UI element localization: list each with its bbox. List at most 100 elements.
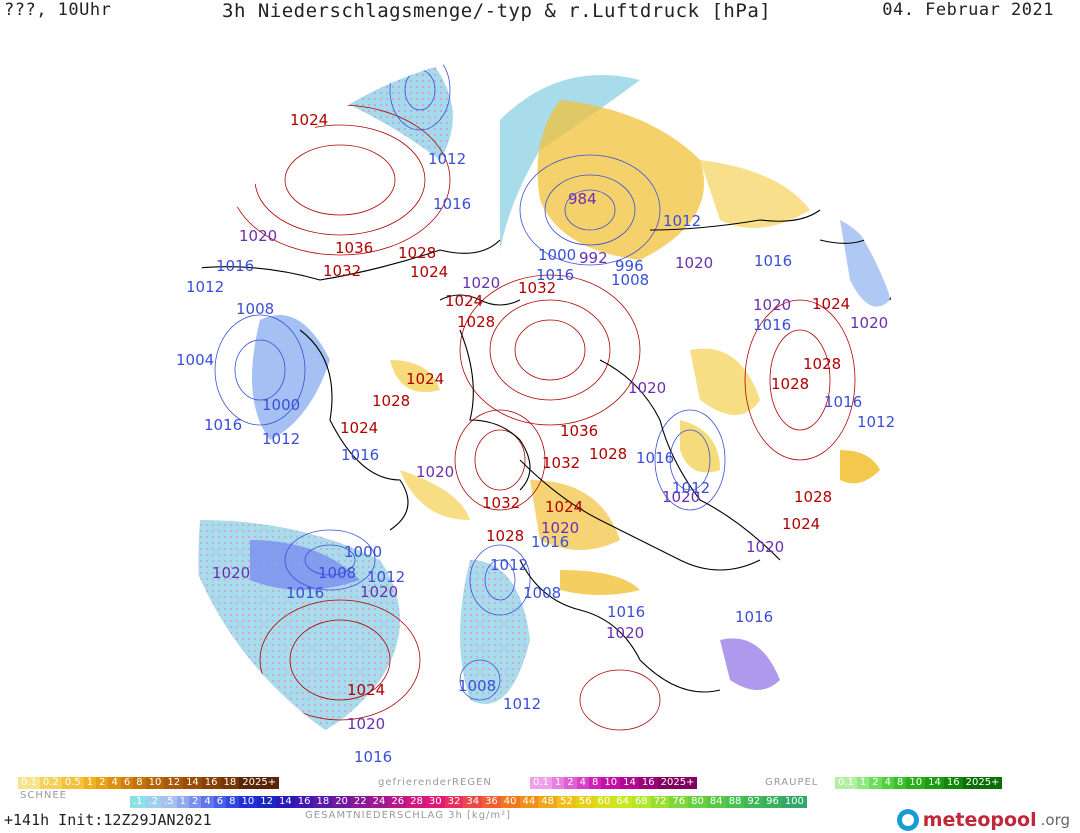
precip-area xyxy=(690,348,760,415)
legend-swatch: 2025+ xyxy=(962,777,1003,789)
legend-swatch: 16 xyxy=(638,777,658,789)
legend-swatch: 0.1 xyxy=(18,777,40,789)
legend-swatch: 44 xyxy=(519,796,539,808)
pressure-label: 1020 xyxy=(541,519,579,537)
legend-swatch: .5 xyxy=(161,796,177,808)
legend-swatch: 14 xyxy=(275,796,295,808)
precip-area xyxy=(400,470,470,520)
forecast-date: 04. Februar 2021 xyxy=(882,0,1054,20)
pressure-labels: 1024101210161020101610121008100410001016… xyxy=(176,111,895,766)
legend-snow-title: SCHNEE xyxy=(20,790,67,801)
legend-swatch: 8 xyxy=(589,777,602,789)
pressure-label: 1008 xyxy=(318,564,356,582)
legend-swatch: 4 xyxy=(201,796,214,808)
legend-swatch: 96 xyxy=(763,796,782,808)
legend-swatch: 92 xyxy=(744,796,764,808)
pressure-label: 1012 xyxy=(503,695,541,713)
legend-swatch: 60 xyxy=(594,796,614,808)
legend-swatch: 16 xyxy=(943,777,963,789)
precip-area xyxy=(560,570,640,595)
pressure-label: 1016 xyxy=(204,416,242,434)
pressure-label: 1020 xyxy=(753,296,791,314)
pressure-label: 1024 xyxy=(410,263,448,281)
legend-swatch: 2 xyxy=(564,777,577,789)
legend-swatch: 68 xyxy=(631,796,651,808)
legend-swatch: 14 xyxy=(620,777,639,789)
pressure-label: 1024 xyxy=(545,498,583,516)
pressure-label: 1016 xyxy=(286,584,324,602)
legend-swatch: 12 xyxy=(257,796,276,808)
map-title: 3h Niederschlagsmenge/-typ & r.Luftdruck… xyxy=(222,0,772,22)
pressure-label: 1032 xyxy=(323,262,361,280)
precip-area xyxy=(390,360,440,392)
pressure-label: 1020 xyxy=(675,254,713,272)
pressure-label: 1020 xyxy=(239,227,277,245)
pressure-label: 1024 xyxy=(290,111,328,129)
pressure-label: 1012 xyxy=(262,430,300,448)
precip-area xyxy=(460,560,530,704)
legend-swatch: 56 xyxy=(575,796,595,808)
pressure-label: 1036 xyxy=(560,422,598,440)
legend-swatch: 2 xyxy=(869,777,882,789)
legend-swatch: 22 xyxy=(350,796,370,808)
legend-swatch: 32 xyxy=(444,796,464,808)
pressure-label: 1020 xyxy=(628,379,666,397)
precip-area xyxy=(700,160,810,228)
pressure-label: 1020 xyxy=(746,538,784,556)
pressure-label: 1036 xyxy=(335,239,373,257)
pressure-label: 1012 xyxy=(672,479,710,497)
legend-graupel-title: GRAUPEL xyxy=(765,777,819,788)
legend-swatch: 2 xyxy=(96,777,109,789)
legend-swatch: 28 xyxy=(407,796,426,808)
legend-swatch: 40 xyxy=(500,796,520,808)
pressure-label: 1028 xyxy=(589,445,627,463)
brand-name: meteopool xyxy=(922,809,1037,831)
legend-swatch: 4 xyxy=(108,777,121,789)
pressure-label: 992 xyxy=(579,249,608,267)
legend-swatch: 100 xyxy=(781,796,807,808)
legend-swatch: 10 xyxy=(601,777,621,789)
legend-swatch: 26 xyxy=(388,796,408,808)
legend-swatch: 36 xyxy=(482,796,501,808)
precip-area xyxy=(840,450,880,484)
pressure-label: 1016 xyxy=(753,316,791,334)
legend-swatch: 6 xyxy=(120,777,134,789)
pressure-label: 1012 xyxy=(428,150,466,168)
pressure-label: 1032 xyxy=(482,494,520,512)
pressure-label: 1024 xyxy=(782,515,820,533)
legend-swatch: 8 xyxy=(894,777,907,789)
legend-swatch: 80 xyxy=(688,796,707,808)
legend-swatch: 20 xyxy=(332,796,351,808)
pressure-label: 1016 xyxy=(354,748,392,766)
pressure-label: 1028 xyxy=(372,392,410,410)
pressure-label: 1016 xyxy=(754,252,792,270)
pressure-label: 984 xyxy=(568,190,597,208)
pressure-label: 1028 xyxy=(794,488,832,506)
pressure-label: 1012 xyxy=(367,568,405,586)
legend-rain-title: gefrierenderREGEN xyxy=(378,777,492,788)
legend-swatch: 4 xyxy=(881,777,895,789)
meteopool-logo-icon xyxy=(896,809,919,831)
pressure-label: 1024 xyxy=(340,419,378,437)
pressure-label: 1024 xyxy=(812,295,850,313)
legend-swatch: 88 xyxy=(725,796,745,808)
pressure-label: 1000 xyxy=(344,543,382,561)
pressure-label: 1016 xyxy=(735,608,773,626)
legend-swatch: 16 xyxy=(294,796,314,808)
pressure-label: 1016 xyxy=(341,446,379,464)
precip-layer xyxy=(179,51,894,744)
pressure-label: 1024 xyxy=(406,370,444,388)
pressure-label: 1028 xyxy=(457,313,495,331)
legend-swatch: 16 xyxy=(201,777,221,789)
pressure-label: 1012 xyxy=(186,278,224,296)
brand-suffix: .org xyxy=(1040,811,1070,829)
meteopool-logo[interactable]: meteopool .org xyxy=(896,809,1070,831)
legend-swatch: 0.2 xyxy=(39,777,62,789)
precip-area xyxy=(840,220,890,307)
pressure-label: 1028 xyxy=(486,527,524,545)
legend-swatch: 18 xyxy=(313,796,333,808)
precip-area xyxy=(252,315,330,440)
legend-swatch: 2025+ xyxy=(239,777,280,789)
legend-swatch: 18 xyxy=(220,777,240,789)
pressure-label: 1008 xyxy=(458,677,496,695)
